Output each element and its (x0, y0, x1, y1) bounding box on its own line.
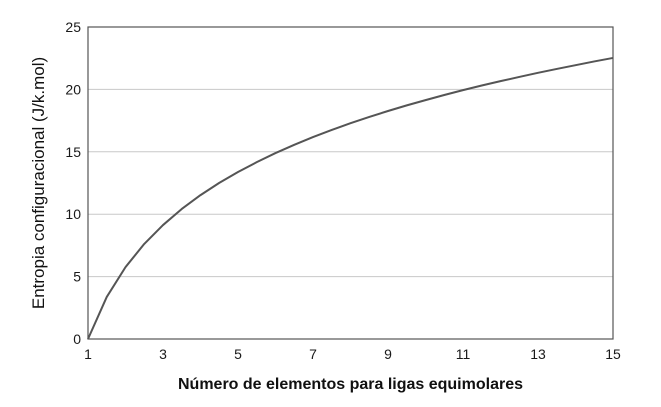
series-line-0 (87, 56, 614, 340)
y-axis-title: Entropia configuracional (J/k.mol) (29, 57, 48, 309)
x-tick-label-3: 3 (159, 346, 167, 362)
x-tick-label-7: 7 (309, 346, 317, 362)
plot-area-frame (87, 26, 614, 340)
x-tick-labels: 1 3 5 7 9 11 13 15 (84, 346, 621, 362)
x-tick-label-9: 9 (384, 346, 392, 362)
y-tick-label-5: 5 (73, 269, 81, 285)
y-tick-label-0: 0 (73, 331, 81, 347)
x-axis-title: Número de elementos para ligas equimolar… (178, 376, 523, 393)
series-layer (87, 56, 614, 340)
grid-lines (88, 88, 613, 278)
y-tick-label-15: 15 (65, 144, 81, 160)
x-tick-label-5: 5 (234, 346, 242, 362)
x-tick-label-13: 13 (530, 346, 546, 362)
x-tick-label-15: 15 (605, 346, 621, 362)
y-tick-labels: 0 5 10 15 20 25 (65, 19, 81, 347)
y-tick-label-20: 20 (65, 81, 81, 97)
y-tick-label-25: 25 (65, 19, 81, 35)
x-tick-label-11: 11 (456, 346, 471, 362)
y-tick-label-10: 10 (65, 206, 81, 222)
x-tick-label-1: 1 (84, 346, 92, 362)
